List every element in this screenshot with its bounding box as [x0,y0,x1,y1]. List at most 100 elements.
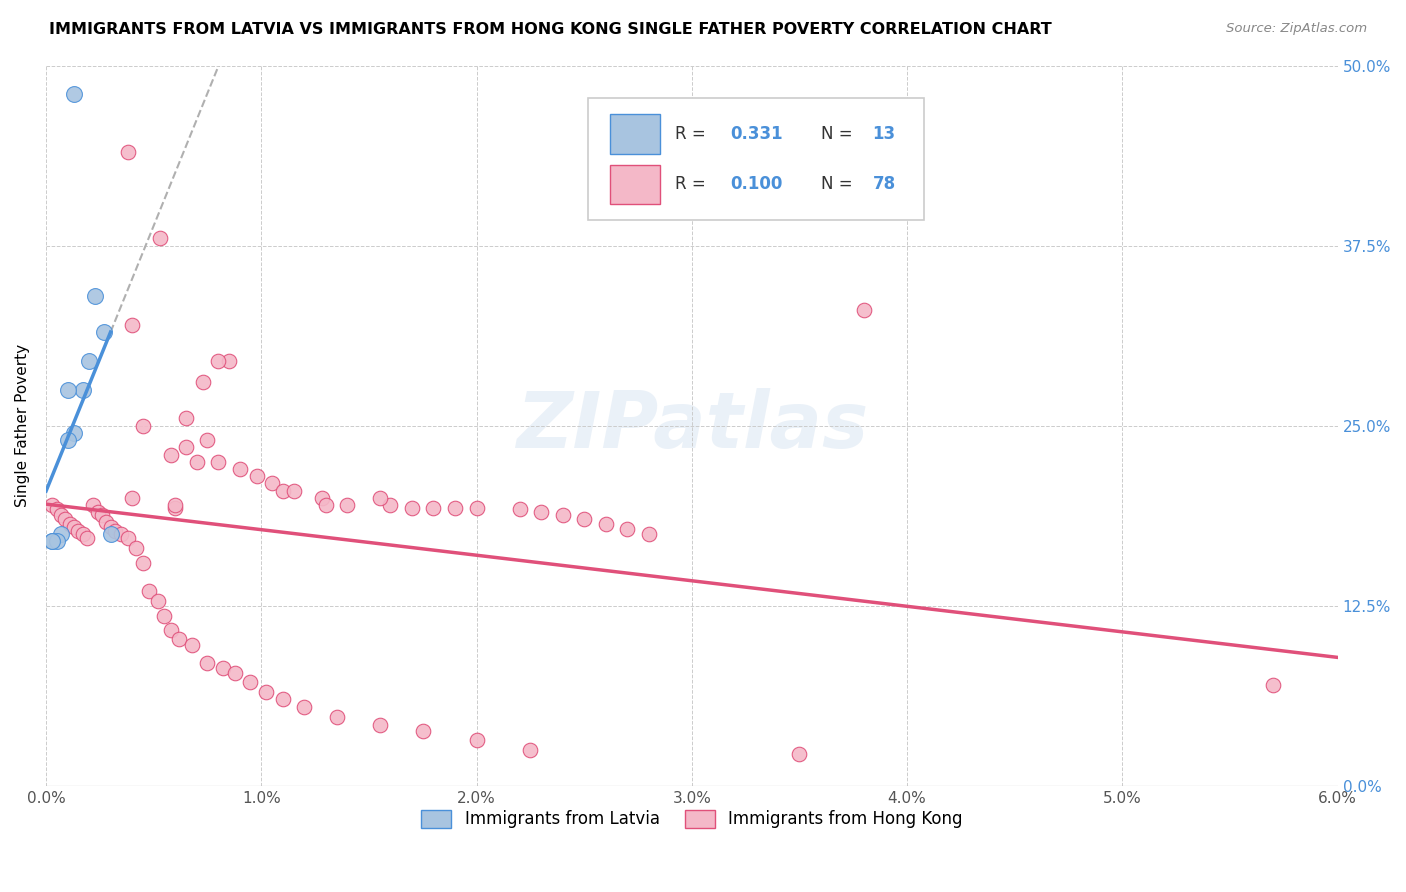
Point [125,541,148,555]
Point [207,455,229,469]
Point [93,325,115,339]
Point [121,491,143,505]
Point [138,584,160,599]
Point [100,526,122,541]
Point [311,491,333,505]
Point [59,516,82,531]
Point [228,462,250,476]
Point [218,354,240,368]
Point [121,318,143,332]
Point [595,516,617,531]
Point [637,526,659,541]
Text: 13: 13 [873,125,896,143]
Point [368,491,391,505]
Point [67,524,90,538]
Point [191,376,214,390]
Point [41,533,63,548]
Point [49,526,72,541]
Point [315,498,337,512]
Point [292,699,315,714]
Legend: Immigrants from Latvia, Immigrants from Hong Kong: Immigrants from Latvia, Immigrants from … [415,803,969,835]
Point [82,498,104,512]
Point [519,743,541,757]
Point [197,657,219,671]
Point [181,638,204,652]
Text: ZIPatlas: ZIPatlas [516,388,868,464]
Point [104,524,127,538]
Point [53,512,76,526]
Point [412,724,434,739]
Point [84,289,107,303]
Point [56,433,79,447]
Point [509,502,531,516]
Point [1261,678,1284,692]
Point [224,666,246,681]
Point [368,718,391,732]
Bar [610,165,659,204]
Point [165,498,187,512]
Point [132,556,155,570]
Point [186,455,208,469]
Y-axis label: Single Father Poverty: Single Father Poverty [15,344,30,508]
Point [160,624,183,638]
Point [211,661,233,675]
Text: R =: R = [675,125,706,143]
Point [110,526,132,541]
Point [63,519,86,533]
Point [283,483,305,498]
Point [72,526,94,541]
Point [72,383,94,397]
Point [45,533,67,548]
Text: 78: 78 [873,176,896,194]
Point [41,498,63,512]
Point [56,383,79,397]
Point [149,231,172,245]
Text: Source: ZipAtlas.com: Source: ZipAtlas.com [1226,22,1367,36]
Point [325,709,347,723]
Point [789,747,811,761]
Point [239,675,262,690]
Point [260,476,283,491]
Point [45,502,67,516]
Point [132,418,155,433]
Point [271,483,294,498]
Bar [610,114,659,153]
Point [207,354,229,368]
Point [336,498,359,512]
Point [246,469,269,483]
Point [174,411,197,425]
Point [444,500,467,515]
Point [197,433,219,447]
Point [41,533,63,548]
Text: N =: N = [821,125,852,143]
Point [117,531,139,545]
Point [160,448,183,462]
Point [165,500,187,515]
Point [169,632,191,646]
Point [853,303,876,318]
Point [530,505,553,519]
FancyBboxPatch shape [589,98,924,220]
Point [551,508,574,522]
Point [616,522,638,536]
Text: 0.331: 0.331 [731,125,783,143]
Point [77,354,100,368]
Point [100,519,122,533]
Point [76,531,98,545]
Point [117,145,139,159]
Point [146,594,169,608]
Text: 0.100: 0.100 [731,176,783,194]
Point [86,505,108,519]
Point [63,425,86,440]
Point [254,685,277,699]
Point [401,500,423,515]
Point [49,508,72,522]
Point [465,732,488,747]
Point [174,440,197,454]
Point [96,515,118,529]
Point [572,512,595,526]
Point [153,608,176,623]
Point [465,500,488,515]
Text: IMMIGRANTS FROM LATVIA VS IMMIGRANTS FROM HONG KONG SINGLE FATHER POVERTY CORREL: IMMIGRANTS FROM LATVIA VS IMMIGRANTS FRO… [49,22,1052,37]
Text: R =: R = [675,176,706,194]
